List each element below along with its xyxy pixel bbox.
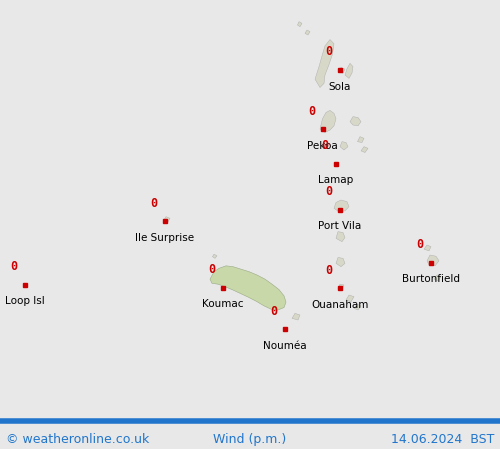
Text: Loop Isl: Loop Isl (5, 296, 45, 306)
Polygon shape (315, 40, 334, 88)
Text: 0: 0 (208, 263, 215, 276)
Text: Ouanaham: Ouanaham (312, 300, 368, 310)
Polygon shape (361, 147, 368, 153)
Polygon shape (298, 22, 302, 26)
Text: Ile Surprise: Ile Surprise (136, 233, 194, 243)
Text: 0: 0 (270, 304, 278, 317)
Polygon shape (339, 67, 345, 73)
Polygon shape (305, 30, 310, 35)
Polygon shape (334, 200, 349, 211)
Text: 0: 0 (150, 197, 158, 210)
Text: Burtonfield: Burtonfield (402, 274, 460, 284)
Text: 0: 0 (326, 264, 332, 277)
Polygon shape (358, 136, 364, 142)
Text: Koumac: Koumac (202, 299, 243, 309)
Text: © weatheronline.co.uk: © weatheronline.co.uk (6, 433, 149, 446)
Polygon shape (212, 254, 217, 258)
Text: 0: 0 (10, 260, 18, 273)
Text: Sola: Sola (329, 82, 351, 92)
Text: 14.06.2024  BST: 14.06.2024 BST (390, 433, 494, 446)
Text: Port Vila: Port Vila (318, 221, 362, 231)
Polygon shape (338, 284, 344, 289)
Text: 0: 0 (308, 105, 315, 118)
Polygon shape (346, 295, 354, 302)
Polygon shape (292, 313, 300, 320)
Text: Pekoa: Pekoa (307, 141, 338, 151)
Text: 0: 0 (326, 45, 332, 58)
Polygon shape (340, 142, 348, 150)
Polygon shape (320, 110, 336, 132)
Polygon shape (350, 117, 361, 126)
Text: Nouméa: Nouméa (263, 341, 307, 351)
Polygon shape (336, 258, 345, 267)
Polygon shape (424, 245, 431, 251)
Text: Wind (p.m.): Wind (p.m.) (214, 433, 286, 446)
Polygon shape (336, 232, 345, 242)
Text: 0: 0 (326, 185, 332, 198)
Text: 0: 0 (416, 238, 424, 251)
Text: 0: 0 (322, 139, 328, 152)
Polygon shape (427, 255, 439, 266)
Text: Lamap: Lamap (318, 176, 354, 185)
Polygon shape (354, 304, 361, 310)
Polygon shape (434, 275, 441, 281)
Polygon shape (210, 266, 286, 310)
Polygon shape (345, 63, 353, 78)
Polygon shape (164, 217, 170, 222)
